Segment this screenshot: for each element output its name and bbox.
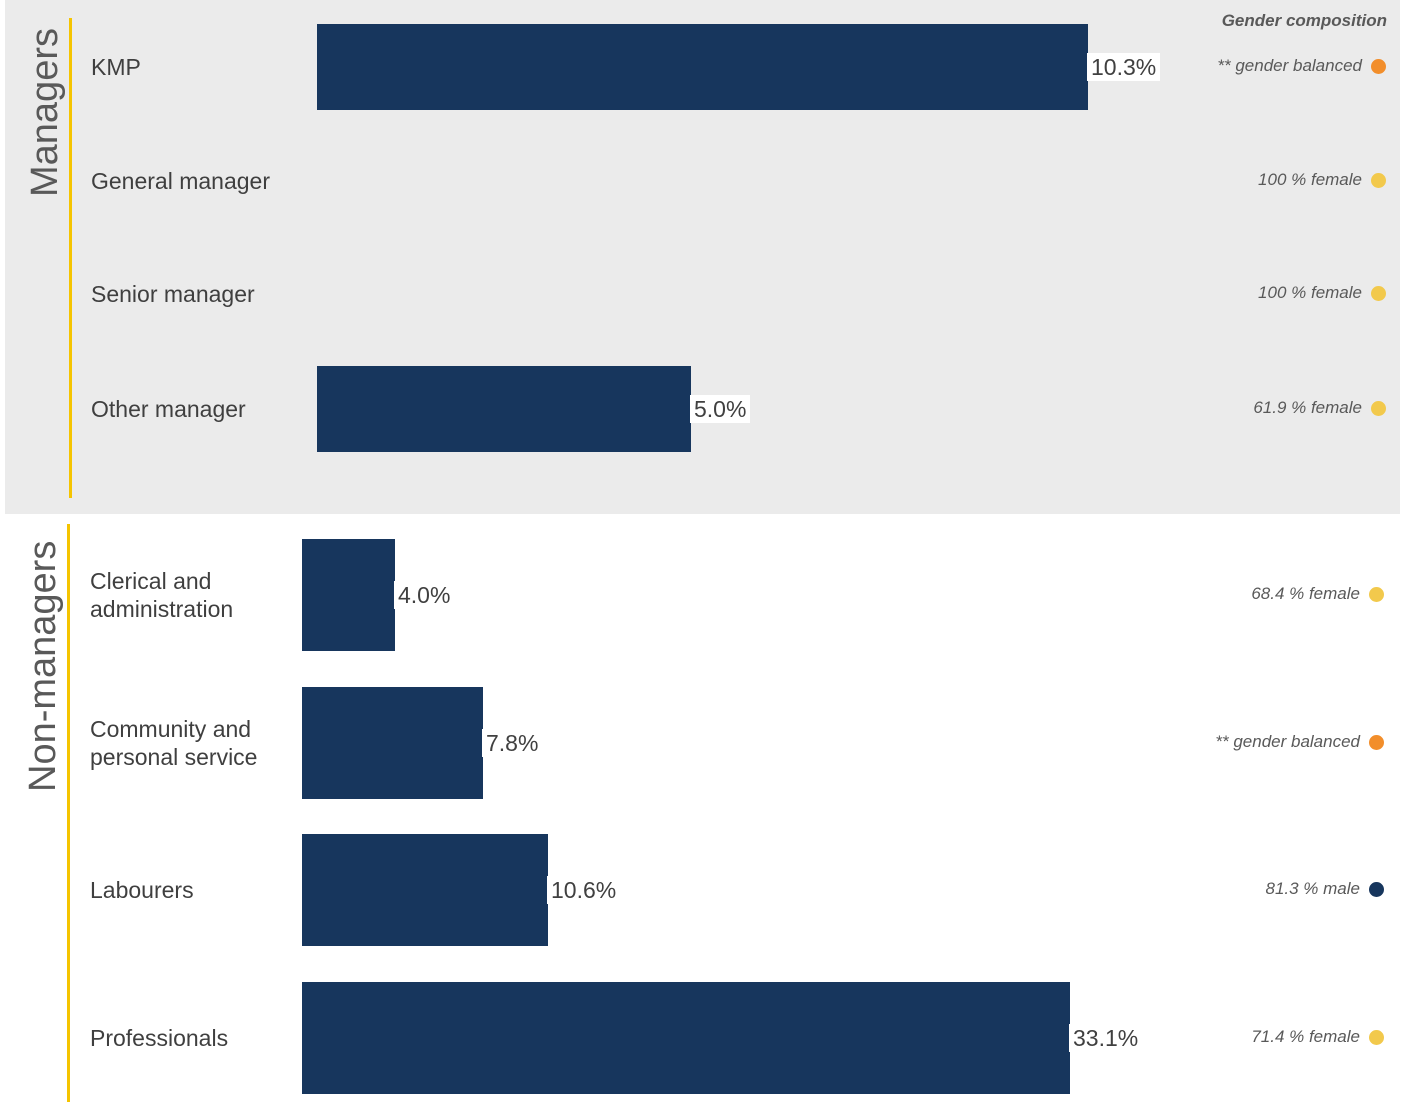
composition-text-clerical-and-administration: 68.4 % female: [1251, 584, 1360, 603]
category-label-senior-manager: Senior manager: [91, 281, 255, 307]
composition-text-kmp: ** gender balanced: [1217, 56, 1362, 75]
non-managers-group-title: Non-managers: [22, 540, 64, 792]
category-label-other-manager: Other manager: [91, 396, 246, 422]
composition-senior-manager: 100 % female: [1258, 283, 1386, 303]
category-label-labourers: Labourers: [90, 877, 194, 903]
composition-clerical-and-administration: 68.4 % female: [1251, 584, 1384, 604]
non-managers-group-rule: [67, 524, 70, 1102]
category-label-general-manager: General manager: [91, 168, 270, 194]
category-label-clerical-and-administration: Clerical and administration: [90, 568, 234, 622]
composition-labourers: 81.3 % male: [1265, 879, 1384, 899]
bar-other-manager: [317, 366, 691, 452]
composition-general-manager: 100 % female: [1258, 170, 1386, 190]
composition-text-labourers: 81.3 % male: [1265, 879, 1361, 898]
category-label-community-and-personal-service: Community and personal service: [90, 716, 258, 770]
composition-professionals: 71.4 % female: [1251, 1027, 1384, 1047]
data-label-community-and-personal-service: 7.8%: [482, 729, 543, 757]
data-label-kmp: 10.3%: [1087, 53, 1161, 81]
bar-kmp: [317, 24, 1088, 110]
data-label-clerical-and-administration: 4.0%: [394, 581, 455, 609]
composition-dot-icon: [1369, 734, 1384, 750]
composition-text-professionals: 71.4 % female: [1251, 1027, 1360, 1046]
bar-labourers: [302, 834, 548, 946]
composition-dot-icon: [1369, 881, 1384, 897]
managers-group-title: Managers: [24, 28, 66, 197]
gender-composition-header: Gender composition: [1221, 11, 1387, 30]
composition-kmp: ** gender balanced: [1217, 56, 1386, 76]
category-label-professionals: Professionals: [90, 1025, 229, 1051]
data-label-professionals: 33.1%: [1069, 1024, 1143, 1052]
bar-clerical-and-administration: [302, 539, 395, 651]
composition-dot-icon: [1371, 400, 1386, 416]
bar-professionals: [302, 982, 1070, 1094]
composition-dot-icon: [1371, 58, 1386, 74]
managers-group-rule: [69, 18, 72, 498]
composition-dot-icon: [1371, 285, 1386, 301]
data-label-labourers: 10.6%: [547, 876, 621, 904]
composition-other-manager: 61.9 % female: [1253, 398, 1386, 418]
bar-community-and-personal-service: [302, 687, 483, 799]
composition-dot-icon: [1371, 172, 1386, 188]
composition-text-general-manager: 100 % female: [1258, 170, 1362, 189]
composition-text-senior-manager: 100 % female: [1258, 283, 1362, 302]
category-label-kmp: KMP: [91, 54, 141, 80]
data-label-other-manager: 5.0%: [690, 395, 751, 423]
composition-text-other-manager: 61.9 % female: [1253, 398, 1362, 417]
composition-dot-icon: [1369, 1029, 1384, 1045]
composition-community-and-personal-service: ** gender balanced: [1215, 732, 1384, 752]
composition-dot-icon: [1369, 586, 1384, 602]
composition-text-community-and-personal-service: ** gender balanced: [1215, 732, 1360, 751]
